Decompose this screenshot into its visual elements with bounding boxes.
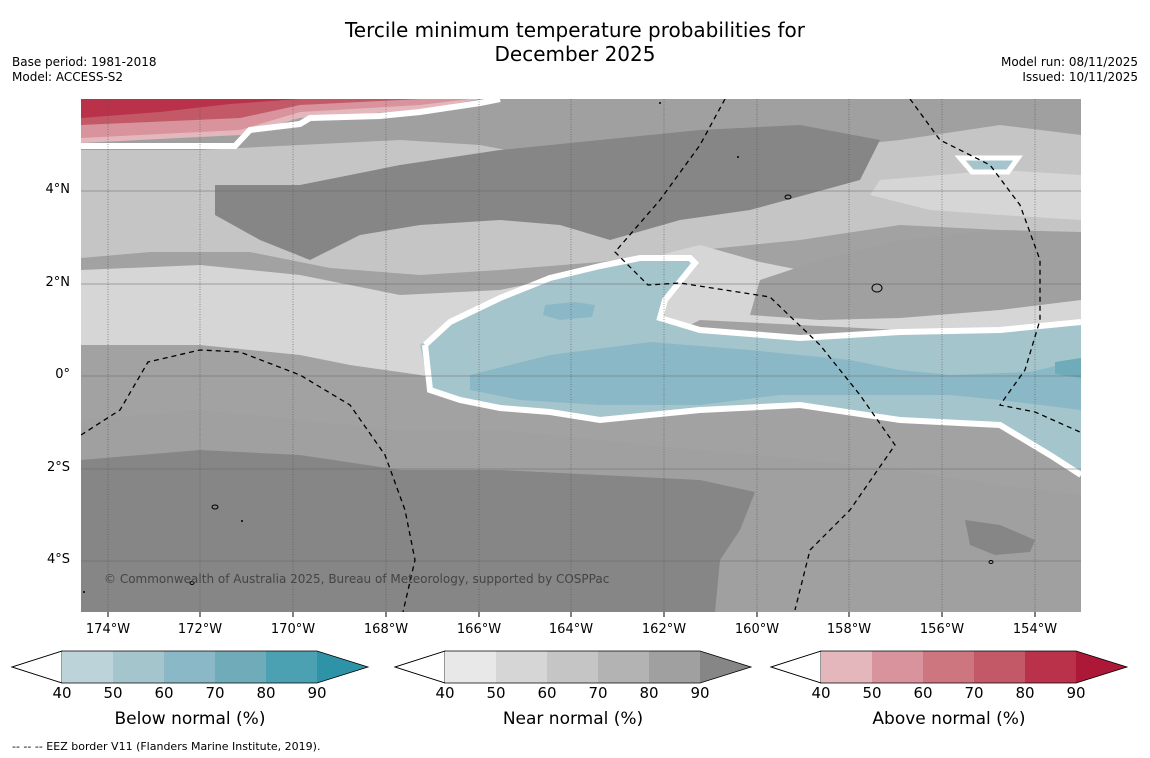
above-tick-40: 40 [811,684,831,702]
above-extend-low [769,650,822,684]
above-tick-70: 70 [964,684,984,702]
band-near-50-east [870,170,1081,220]
islands [189,194,994,585]
model-name: Model: ACCESS-S2 [12,70,124,84]
below-extend-high [317,651,368,683]
lat-label-4s: 4°S [46,552,70,567]
lat-label-0: 0° [55,367,70,382]
below-tick-60: 60 [154,684,174,702]
above-swatch-40 [821,651,872,683]
lat-label-4n: 4°N [45,182,71,197]
run-info: Model run: 08/11/2025 Issued: 10/11/2025 [1001,55,1138,85]
above-tick-80: 80 [1015,684,1035,702]
below-tick-50: 50 [103,684,123,702]
patch-near-90-southeast [965,520,1035,555]
lon-label-160w: 160°W [734,622,780,637]
colorbar-near [393,650,753,684]
above-normal-title: Above normal (%) [872,709,1026,729]
colorbar-below [10,650,370,684]
near-extend-low [393,650,446,684]
model-run-date: Model run: 08/11/2025 [1000,55,1138,69]
lon-label-164w: 164°W [548,622,594,637]
near-tick-40: 40 [435,684,455,702]
model-info: Base period: 1981-2018 Model: ACCESS-S2 [12,55,157,85]
near-normal-title: Near normal (%) [502,709,644,729]
lat-label-2n: 2°N [45,275,71,290]
lon-label-158w: 158°W [826,622,872,637]
map-area [81,99,1081,612]
near-swatch-40 [445,651,496,683]
below-swatch-80 [266,651,317,683]
below-normal-title: Below normal (%) [114,709,266,729]
lon-label-162w: 162°W [641,622,687,637]
lon-label-156w: 156°W [919,622,965,637]
near-swatch-70 [598,651,649,683]
latitude-gridlines [81,190,1081,562]
lon-label-170w: 170°W [270,622,316,637]
near-tick-80: 80 [639,684,659,702]
above-swatch-80 [1025,651,1076,683]
near-swatch-60 [547,651,598,683]
above-normal-70 [81,99,300,118]
lat-label-2s: 2°S [46,460,70,475]
lon-label-154w: 154°W [1012,622,1058,637]
below-tick-70: 70 [205,684,225,702]
patch-near-90-south [81,450,755,612]
issued-date: Issued: 10/11/2025 [1022,70,1138,84]
patch-near-80-east [750,230,1081,320]
eez-borders [81,99,1081,612]
below-swatch-70 [215,651,266,683]
title-line-1: Tercile minimum temperature probabilitie… [344,18,806,42]
above-swatch-60 [923,651,974,683]
below-normal-60-small [543,302,595,320]
patch-near-90-north [215,125,880,260]
longitude-gridlines [107,99,1036,612]
below-tick-40: 40 [52,684,72,702]
above-tick-50: 50 [862,684,882,702]
below-swatch-50 [113,651,164,683]
below-normal-50-northeast [965,158,1015,170]
above-swatch-50 [872,651,923,683]
above-extend-high [1076,651,1127,683]
below-normal-boundary-northeast [954,155,1023,175]
near-tick-90: 90 [690,684,710,702]
near-tick-60: 60 [537,684,557,702]
above-normal-boundary [81,99,501,149]
lon-label-174w: 174°W [85,622,131,637]
below-tick-90: 90 [307,684,327,702]
base-period: Base period: 1981-2018 [12,55,157,69]
x-ticks [107,612,1036,617]
lon-label-166w: 166°W [456,622,502,637]
below-swatch-60 [164,651,215,683]
lon-label-168w: 168°W [363,622,409,637]
above-swatch-70 [974,651,1025,683]
below-normal-70 [1055,358,1081,378]
near-extend-high [700,651,751,683]
near-tick-70: 70 [588,684,608,702]
copyright-notice: © Commonwealth of Australia 2025, Bureau… [104,572,610,586]
near-swatch-50 [496,651,547,683]
below-swatch-40 [62,651,113,683]
below-tick-80: 80 [256,684,276,702]
eez-footnote: -- -- -- EEZ border V11 (Flanders Marine… [12,740,321,753]
colorbar-above [769,650,1129,684]
lon-label-172w: 172°W [177,622,223,637]
below-extend-low [10,650,63,684]
chart-title: Tercile minimum temperature probabilitie… [0,18,1150,66]
above-tick-90: 90 [1066,684,1086,702]
island-dots [83,102,739,593]
below-normal-boundary-north [422,255,1081,348]
title-line-2: December 2025 [494,42,656,66]
below-normal-boundary-south [422,344,1081,478]
near-tick-50: 50 [486,684,506,702]
near-swatch-80 [649,651,700,683]
above-tick-60: 60 [913,684,933,702]
